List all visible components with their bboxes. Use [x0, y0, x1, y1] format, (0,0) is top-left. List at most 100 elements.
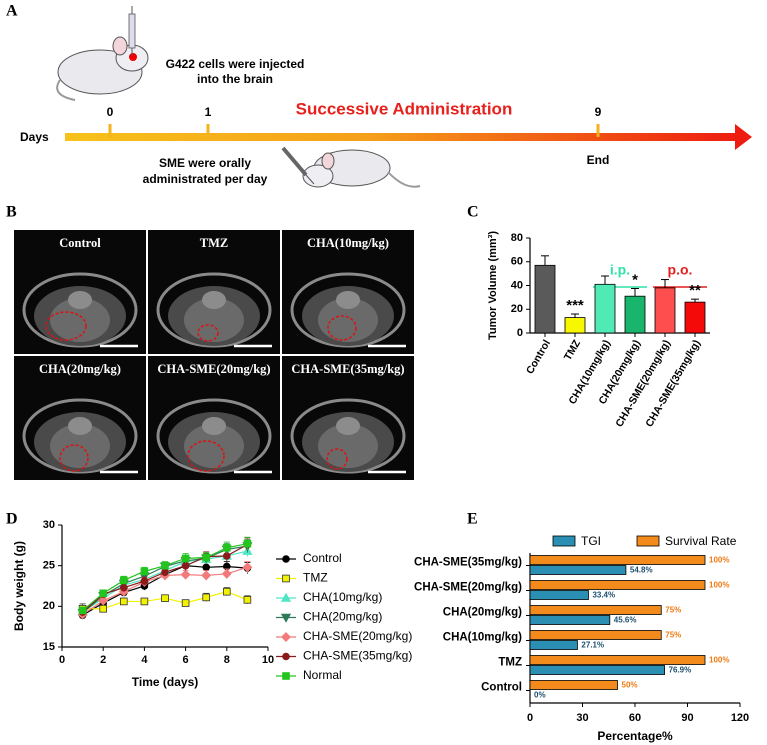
marker — [140, 567, 149, 576]
series-line — [82, 550, 248, 613]
marker — [99, 589, 108, 598]
legend-swatch — [552, 535, 576, 547]
value-label: 27.1% — [581, 641, 604, 650]
y-axis-label: Tumor Volume (mm³) — [487, 231, 499, 340]
marker — [120, 576, 128, 585]
bar — [564, 317, 586, 334]
legend-marker — [280, 592, 292, 602]
value-label: 100% — [709, 656, 729, 665]
x-tick-label: 60 — [629, 712, 641, 724]
marker — [99, 604, 108, 613]
bar — [529, 615, 611, 625]
legend-marker — [282, 672, 290, 680]
image-label: CHA-SME(35mg/kg) — [291, 362, 404, 376]
y-tick-label: 40 — [511, 279, 523, 291]
marker — [161, 568, 169, 576]
bar — [529, 605, 662, 615]
x-tick-label: 4 — [141, 654, 148, 666]
mri-stem — [68, 417, 92, 435]
y-tick-label: 80 — [511, 232, 523, 244]
legend-label: CHA-SME(35mg/kg) — [303, 649, 412, 663]
mri-stem — [68, 291, 92, 309]
marker — [161, 561, 169, 570]
tumor-outline — [187, 440, 225, 472]
significance: ** — [689, 282, 701, 299]
panel-label: B — [6, 204, 17, 221]
legend-marker — [280, 613, 292, 623]
marker — [181, 561, 190, 570]
mouse-bottom — [281, 146, 421, 188]
mouse-top — [56, 6, 149, 101]
legend-swatch — [636, 535, 660, 547]
marker — [78, 606, 87, 615]
marker — [201, 570, 212, 581]
x-axis-label: Time (days) — [132, 675, 198, 689]
tumor-outline — [45, 311, 87, 341]
marker — [243, 596, 252, 604]
y-tick-label: 0 — [517, 327, 523, 339]
bar — [529, 665, 665, 675]
x-tick-label: 0 — [59, 654, 65, 666]
timeline-arrow — [65, 133, 737, 141]
bar — [654, 287, 676, 334]
marker — [140, 577, 149, 585]
legend-label: Normal — [303, 668, 342, 682]
x-tick-label: 6 — [183, 654, 189, 666]
tumor-outline — [327, 315, 357, 341]
bar — [529, 555, 706, 565]
x-tick-label: 90 — [681, 712, 693, 724]
panel-a: A G422 cells were injected into the brai… — [6, 3, 609, 187]
bar — [684, 301, 706, 334]
x-tick-label: Control — [524, 338, 553, 376]
y-axis-label: Body weight (g) — [12, 541, 26, 631]
bar — [529, 655, 706, 665]
legend-label: CHA(20mg/kg) — [303, 610, 382, 624]
legend-label: TMZ — [303, 571, 328, 585]
arrow-head — [735, 124, 752, 150]
x-tick-label: 10 — [262, 654, 274, 666]
x-tick-label: CHA-SME(35mg/kg) — [643, 338, 703, 429]
tumor-outline — [59, 444, 89, 472]
marker — [181, 554, 190, 563]
bar — [529, 580, 706, 590]
mri-stem — [202, 291, 226, 309]
bar — [624, 295, 646, 334]
bar — [534, 264, 556, 334]
bar — [529, 590, 589, 600]
panel-label: E — [467, 511, 478, 528]
marker — [243, 539, 252, 548]
y-tick-label: CHA-SME(20mg/kg) — [414, 582, 522, 594]
mri-cerebellum — [318, 298, 378, 342]
significance: *** — [566, 297, 584, 314]
mri-cerebellum — [318, 424, 378, 468]
image-label: CHA(20mg/kg) — [39, 362, 121, 376]
x-tick-label: 8 — [224, 654, 230, 666]
injection-note: into the brain — [197, 72, 273, 86]
oral-note: administrated per day — [143, 172, 268, 186]
legend-label: CHA-SME(20mg/kg) — [303, 629, 412, 643]
y-tick-label: TMZ — [498, 657, 522, 669]
legend-marker — [282, 555, 290, 563]
legend-label: CHA(10mg/kg) — [303, 590, 382, 604]
y-tick-label: 25 — [43, 560, 55, 572]
bar — [529, 565, 627, 575]
legend-label: Control — [303, 551, 342, 565]
marker — [180, 569, 191, 580]
legend-label: TGI — [581, 534, 601, 548]
value-label: 100% — [709, 556, 729, 565]
x-tick-label: 120 — [731, 712, 749, 724]
value-label: 75% — [665, 631, 681, 640]
bar — [529, 630, 662, 640]
value-label: 0% — [534, 691, 546, 700]
image-label: Control — [59, 236, 101, 250]
marker — [120, 583, 128, 592]
axis-label: Days — [20, 130, 49, 144]
bar — [529, 680, 618, 690]
x-tick-label: CHA-SME(20mg/kg) — [613, 338, 673, 429]
value-label: 45.6% — [614, 616, 637, 625]
x-tick-label: 2 — [100, 654, 106, 666]
mri-cerebellum — [50, 298, 110, 342]
significance: * — [632, 271, 638, 288]
value-label: 76.9% — [669, 666, 692, 675]
